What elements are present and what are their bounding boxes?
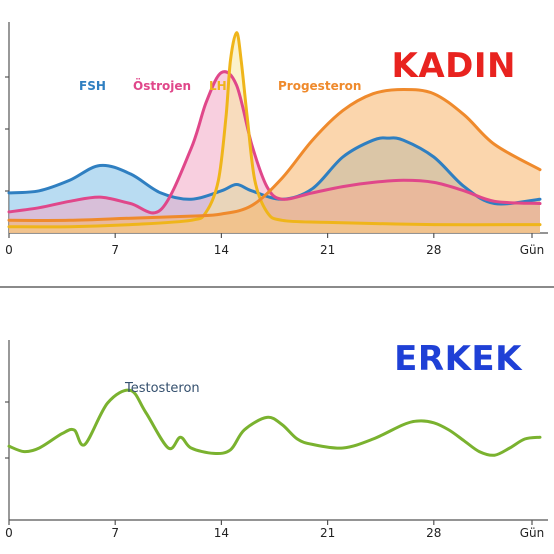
series-line-Progesteron	[7, 88, 542, 222]
legend-entry: FSH	[79, 79, 106, 93]
x-tick-label: 28	[426, 243, 441, 257]
series-line-LH	[7, 31, 542, 229]
x-tick-label: 21	[320, 526, 335, 540]
male-hormone-chart: 0 7 14 21 28 Gün Testosteron ERKEK	[5, 339, 548, 540]
x-tick-label: Gün	[520, 526, 545, 540]
x-tick-label: 7	[111, 243, 119, 257]
female-hormone-chart: 0 7 14 21 28 Gün FSH Östrojen LH Progesteron KADIN	[5, 22, 548, 257]
x-tick-label: 21	[320, 243, 335, 257]
series-area-Progesteron	[9, 89, 540, 233]
series-line-Östrojen	[7, 70, 542, 215]
x-tick-label: 14	[214, 526, 229, 540]
series-annotation: Testosteron	[124, 381, 200, 396]
x-tick-label: 0	[5, 243, 13, 257]
x-tick-label: 28	[426, 526, 441, 540]
legend-entry: LH	[209, 79, 227, 93]
x-tick-label: 14	[214, 243, 229, 257]
x-tick-label: Gün	[520, 243, 545, 257]
chart-title: ERKEK	[394, 339, 523, 379]
x-tick-label: 7	[111, 526, 119, 540]
chart-title: KADIN	[392, 46, 517, 86]
x-tick-label: 0	[5, 526, 13, 540]
legend-entry: Östrojen	[133, 78, 191, 93]
series-line-series	[7, 388, 542, 457]
legend-entry: Progesteron	[278, 79, 361, 93]
